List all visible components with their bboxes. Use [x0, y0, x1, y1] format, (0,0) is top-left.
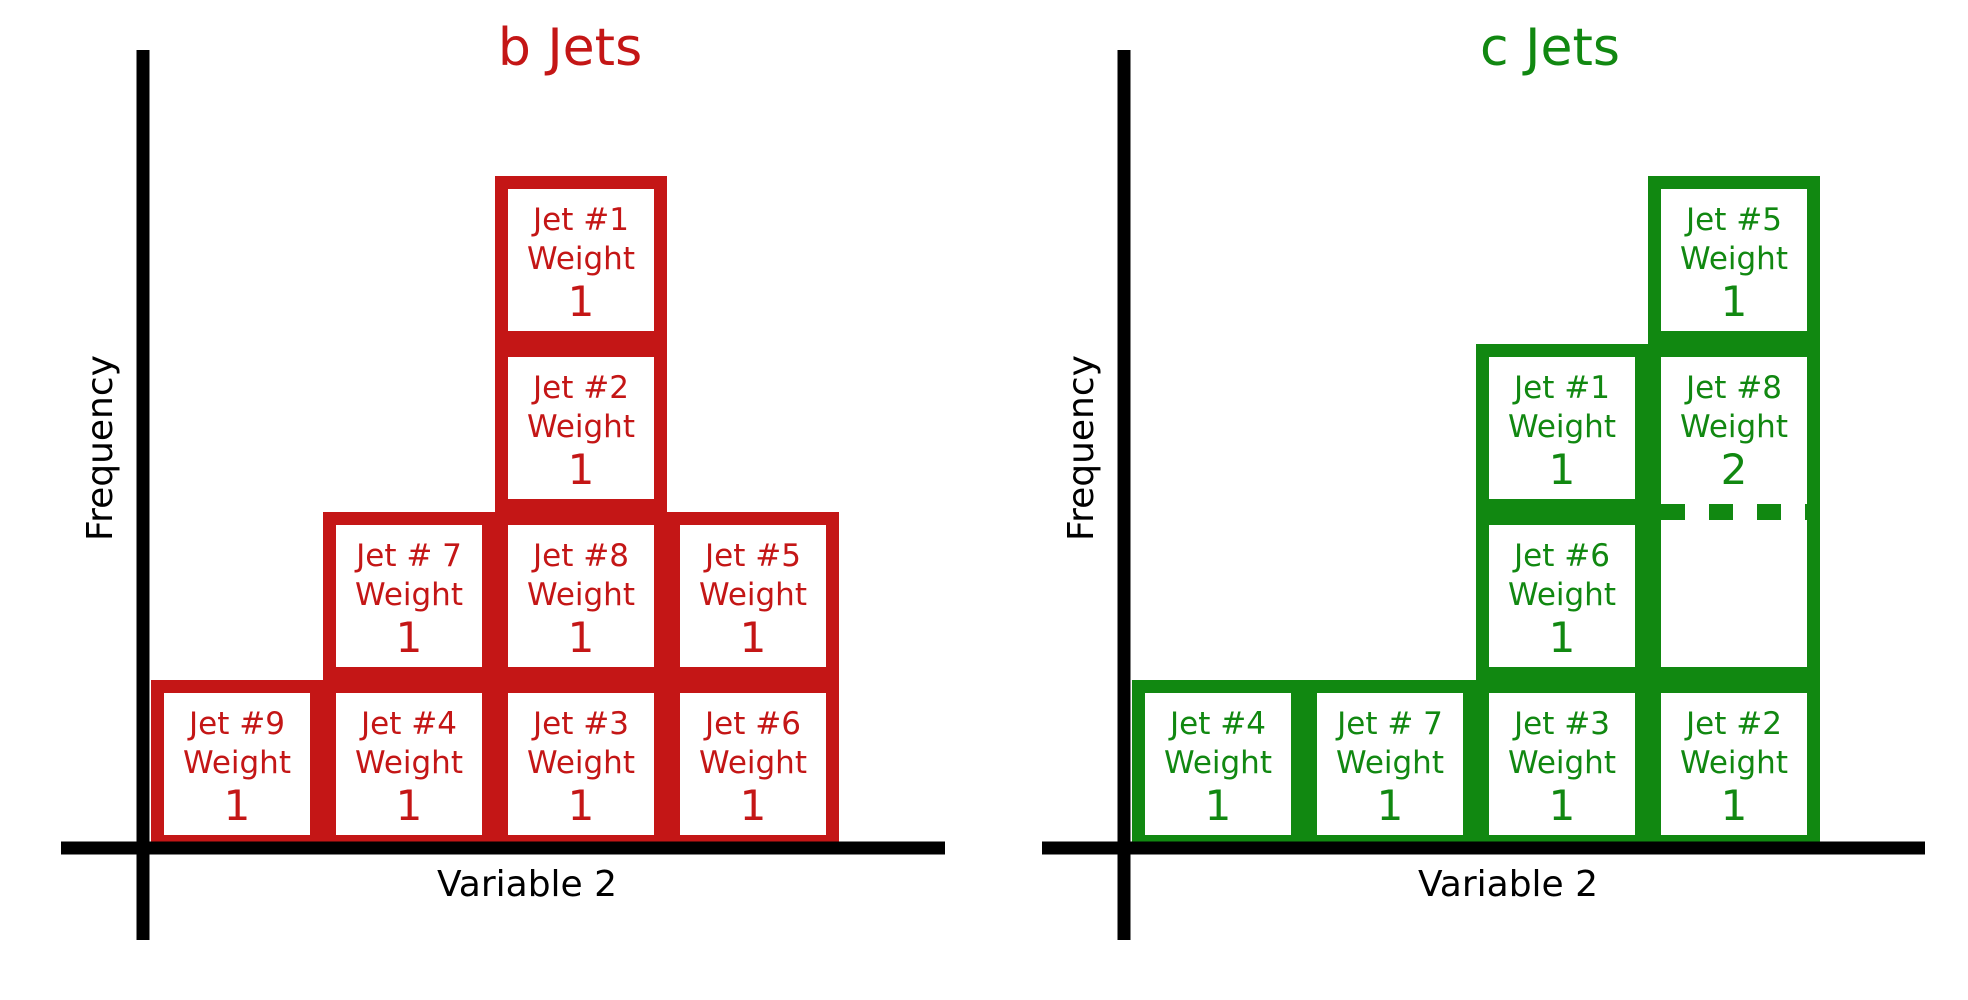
weight-label: Weight [1508, 409, 1616, 445]
jet-id-label: Jet #8 [531, 538, 629, 574]
weight-divider-dash [1757, 504, 1781, 520]
jet-id-label: Jet #3 [531, 706, 629, 742]
weight-value: 1 [1721, 277, 1748, 326]
jet-box-fill [1661, 693, 1807, 835]
weight-label: Weight [1164, 745, 1272, 781]
weight-label: Weight [699, 745, 807, 781]
jet-id-label: Jet # 7 [1335, 706, 1443, 742]
jet-id-label: Jet #6 [703, 706, 801, 742]
weight-value: 1 [1549, 613, 1576, 662]
jet-id-label: Jet #1 [531, 202, 629, 238]
weight-value: 1 [1377, 781, 1404, 830]
weight-value: 1 [740, 781, 767, 830]
weight-value: 1 [568, 445, 595, 494]
weight-value: 1 [396, 613, 423, 662]
jet-id-label: Jet #5 [703, 538, 801, 574]
weight-label: Weight [699, 577, 807, 613]
weight-label: Weight [1508, 577, 1616, 613]
weight-value: 1 [740, 613, 767, 662]
weight-label: Weight [1680, 409, 1788, 445]
jet-box-fill [164, 693, 310, 835]
jet-box-fill [1489, 693, 1635, 835]
jet-box-fill [508, 525, 654, 667]
weight-value: 1 [1721, 781, 1748, 830]
jet-id-label: Jet #6 [1512, 538, 1610, 574]
weight-value: 2 [1721, 445, 1748, 494]
weight-label: Weight [527, 577, 635, 613]
weight-value: 1 [396, 781, 423, 830]
jet-id-label: Jet #1 [1512, 370, 1610, 406]
weight-label: Weight [1680, 241, 1788, 277]
jet-id-label: Jet #4 [1168, 706, 1266, 742]
weight-value: 1 [224, 781, 251, 830]
jet-id-label: Jet #9 [187, 706, 285, 742]
jet-id-label: Jet # 7 [354, 538, 462, 574]
x-axis-label: Variable 2 [1418, 864, 1598, 905]
jet-id-label: Jet #4 [359, 706, 457, 742]
jet-box-fill [336, 693, 482, 835]
weight-value: 1 [568, 613, 595, 662]
jet-id-label: Jet #2 [1684, 706, 1782, 742]
jet-box-fill [508, 693, 654, 835]
jet-box-fill [680, 693, 826, 835]
weight-divider-dash [1709, 504, 1733, 520]
weight-value: 1 [1549, 445, 1576, 494]
weight-label: Weight [1336, 745, 1444, 781]
jet-box-fill [1317, 693, 1463, 835]
weight-divider-dash [1661, 504, 1685, 520]
weight-label: Weight [355, 577, 463, 613]
weight-value: 1 [1205, 781, 1232, 830]
jet-box-fill [336, 525, 482, 667]
x-axis-label: Variable 2 [437, 864, 617, 905]
weight-label: Weight [527, 745, 635, 781]
jet-id-label: Jet #5 [1684, 202, 1782, 238]
weight-label: Weight [1680, 745, 1788, 781]
weight-label: Weight [527, 241, 635, 277]
jet-box-fill [1489, 357, 1635, 499]
jet-box-fill [1489, 525, 1635, 667]
weight-label: Weight [355, 745, 463, 781]
jet-box-fill [508, 189, 654, 331]
weight-value: 1 [568, 781, 595, 830]
panel-title: b Jets [498, 18, 642, 78]
jet-box-fill [680, 525, 826, 667]
jet-box-fill [508, 357, 654, 499]
weight-label: Weight [1508, 745, 1616, 781]
panel-title: c Jets [1480, 18, 1620, 78]
jet-id-label: Jet #3 [1512, 706, 1610, 742]
weight-label: Weight [183, 745, 291, 781]
jet-box-fill [1145, 693, 1291, 835]
y-axis-label: Frequency [80, 355, 121, 541]
weight-label: Weight [527, 409, 635, 445]
jet-box-fill [1661, 189, 1807, 331]
jet-id-label: Jet #2 [531, 370, 629, 406]
y-axis-label: Frequency [1061, 355, 1102, 541]
weight-value: 1 [568, 277, 595, 326]
weight-divider-dash [1805, 504, 1807, 520]
jet-id-label: Jet #8 [1684, 370, 1782, 406]
weight-value: 1 [1549, 781, 1576, 830]
jet-box-fill [1661, 357, 1807, 667]
